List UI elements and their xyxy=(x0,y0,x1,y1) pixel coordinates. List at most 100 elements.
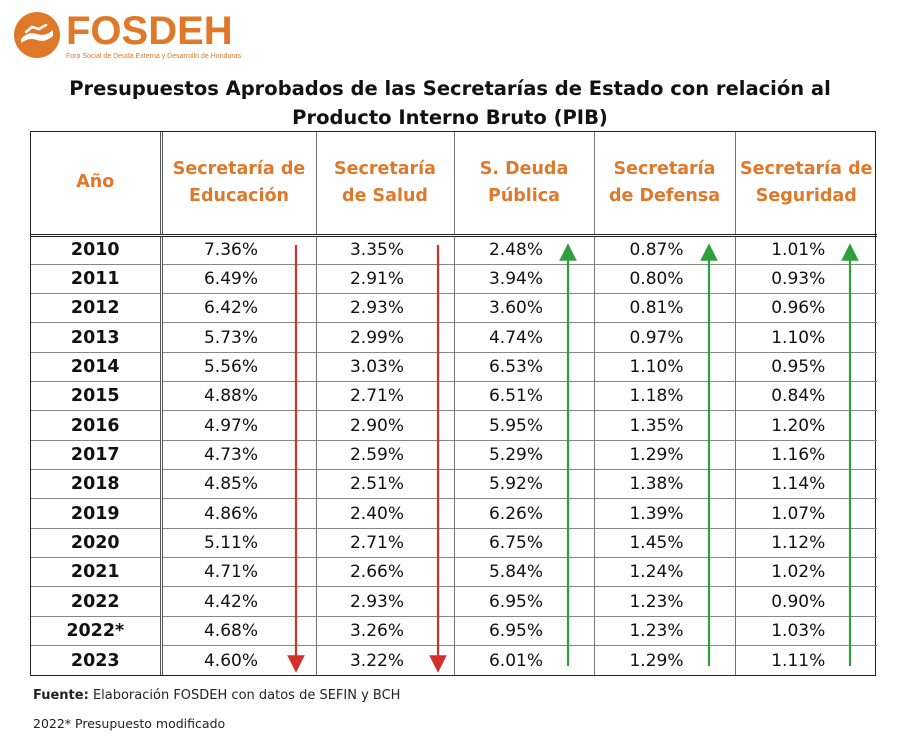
percentage-value: 4.97% xyxy=(203,415,258,436)
percentage-value: 6.26% xyxy=(488,503,543,524)
percentage-value: 1.23% xyxy=(629,591,684,612)
percentage-value: 0.96% xyxy=(771,298,826,319)
percentage-cell: 6.49% xyxy=(159,264,316,294)
table-row: 2017 4.73% 2.59% 5.29% 1.29% 1.16% xyxy=(31,440,877,470)
percentage-value: 2.48% xyxy=(488,240,543,261)
percentage-value: 2.71% xyxy=(349,386,404,407)
percentage-value: 1.29% xyxy=(629,444,684,465)
percentage-cell: 0.90% xyxy=(734,586,877,617)
percentage-cell: 1.14% xyxy=(734,469,877,499)
year-cell: 2022* xyxy=(66,620,125,641)
percentage-cell: 6.95% xyxy=(453,586,594,617)
source-label: Fuente: xyxy=(33,688,89,703)
table-row: 2015 4.88% 2.71% 6.51% 1.18% 0.84% xyxy=(31,381,877,411)
percentage-value: 0.97% xyxy=(629,327,684,348)
percentage-value: 6.95% xyxy=(488,591,543,612)
percentage-value: 1.14% xyxy=(771,474,826,495)
percentage-value: 3.94% xyxy=(488,268,543,289)
percentage-cell: 6.53% xyxy=(453,352,594,382)
table-row: 2020 5.11% 2.71% 6.75% 1.45% 1.12% xyxy=(31,528,877,558)
percentage-value: 1.12% xyxy=(771,532,826,553)
percentage-value: 1.18% xyxy=(629,386,684,407)
year-cell: 2017 xyxy=(70,444,120,465)
percentage-value: 3.35% xyxy=(349,240,404,261)
percentage-cell: 7.36% xyxy=(159,235,316,265)
table-row: 2011 6.49% 2.91% 3.94% 0.80% 0.93% xyxy=(31,264,877,294)
percentage-value: 6.75% xyxy=(488,532,543,553)
percentage-value: 5.29% xyxy=(488,444,543,465)
percentage-cell: 5.56% xyxy=(159,352,316,382)
column-header-line: Secretaría xyxy=(613,158,716,179)
percentage-value: 5.84% xyxy=(488,562,543,583)
percentage-value: 4.86% xyxy=(203,503,258,524)
percentage-value: 1.10% xyxy=(771,327,826,348)
percentage-cell: 6.01% xyxy=(453,645,594,675)
column-header-line: Secretaría de xyxy=(172,158,306,179)
percentage-value: 1.35% xyxy=(629,415,684,436)
percentage-cell: 0.80% xyxy=(593,264,735,294)
percentage-value: 4.42% xyxy=(203,591,258,612)
percentage-value: 1.23% xyxy=(629,620,684,641)
column-header-line: S. Deuda xyxy=(479,158,569,179)
percentage-value: 1.38% xyxy=(629,474,684,495)
percentage-value: 0.80% xyxy=(629,268,684,289)
percentage-cell: 3.26% xyxy=(315,616,454,646)
percentage-cell: 0.97% xyxy=(593,322,735,353)
percentage-cell: 1.07% xyxy=(734,498,877,529)
percentage-cell: 5.29% xyxy=(453,440,594,470)
percentage-cell: 1.02% xyxy=(734,557,877,587)
table-row: 2023 4.60% 3.22% 6.01% 1.29% 1.11% xyxy=(31,645,877,675)
column-header-line: Secretaría de xyxy=(740,158,873,179)
percentage-value: 0.93% xyxy=(771,268,826,289)
year-cell: 2018 xyxy=(70,474,120,495)
percentage-value: 0.81% xyxy=(629,298,684,319)
table-row: 2021 4.71% 2.66% 5.84% 1.24% 1.02% xyxy=(31,557,877,587)
percentage-cell: 0.93% xyxy=(734,264,877,294)
table-row: 2010 7.36% 3.35% 2.48% 0.87% 1.01% xyxy=(31,235,877,265)
percentage-cell: 4.97% xyxy=(159,410,316,441)
percentage-cell: 1.11% xyxy=(734,645,877,675)
percentage-cell: 0.96% xyxy=(734,293,877,323)
percentage-value: 5.73% xyxy=(203,327,258,348)
percentage-value: 1.20% xyxy=(771,415,826,436)
year-cell: 2019 xyxy=(70,503,120,524)
column-header-line: Año xyxy=(76,172,115,193)
percentage-value: 4.85% xyxy=(203,474,258,495)
percentage-cell: 1.23% xyxy=(593,586,735,617)
percentage-cell: 2.93% xyxy=(315,293,454,323)
table-row: 2022 4.42% 2.93% 6.95% 1.23% 0.90% xyxy=(31,586,877,617)
percentage-cell: 3.94% xyxy=(453,264,594,294)
percentage-cell: 4.85% xyxy=(159,469,316,499)
year-cell: 2010 xyxy=(70,240,120,261)
percentage-cell: 6.75% xyxy=(453,528,594,558)
column-header: Secretaría de Educación xyxy=(159,132,316,237)
percentage-value: 2.66% xyxy=(349,562,404,583)
percentage-cell: 1.35% xyxy=(593,410,735,441)
percentage-cell: 1.29% xyxy=(593,645,735,675)
percentage-value: 5.56% xyxy=(203,356,258,377)
brand-name: FOSDEH xyxy=(66,8,233,53)
percentage-value: 2.51% xyxy=(349,474,404,495)
percentage-value: 0.95% xyxy=(771,356,826,377)
percentage-value: 2.93% xyxy=(349,591,404,612)
percentage-cell: 1.38% xyxy=(593,469,735,499)
year-cell: 2022 xyxy=(70,591,120,612)
percentage-cell: 5.95% xyxy=(453,410,594,441)
percentage-value: 4.68% xyxy=(203,620,258,641)
percentage-cell: 0.87% xyxy=(593,235,735,265)
column-header: S. Deuda Pública xyxy=(453,132,594,237)
percentage-cell: 1.18% xyxy=(593,381,735,411)
year-cell: 2015 xyxy=(70,386,120,407)
percentage-cell: 4.71% xyxy=(159,557,316,587)
percentage-value: 1.45% xyxy=(629,532,684,553)
column-header-line: Educación xyxy=(189,185,289,206)
percentage-value: 6.53% xyxy=(488,356,543,377)
footnote: 2022* Presupuesto modificado xyxy=(33,716,226,731)
percentage-cell: 6.26% xyxy=(453,498,594,529)
budget-table: Año Secretaría de Educación Secretaría de Sa… xyxy=(31,132,877,675)
percentage-cell: 1.16% xyxy=(734,440,877,470)
percentage-value: 7.36% xyxy=(203,240,258,261)
year-cell: 2020 xyxy=(70,532,120,553)
percentage-cell: 2.40% xyxy=(315,498,454,529)
year-cell: 2014 xyxy=(70,356,120,377)
